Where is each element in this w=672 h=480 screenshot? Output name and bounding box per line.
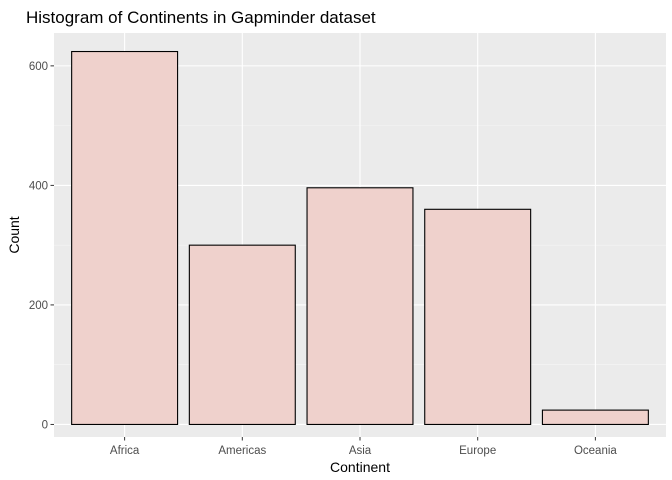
bars (71, 50, 649, 425)
y-tick-label: 400 (29, 180, 48, 192)
bar-americas (188, 244, 296, 425)
x-axis-title: Continent (330, 459, 390, 475)
y-tick-label: 600 (29, 61, 48, 73)
y-axis: 0 200 400 600 (29, 61, 54, 431)
x-tick-label: Oceania (574, 445, 617, 457)
y-axis-title: Count (6, 216, 22, 253)
bar-africa (71, 50, 179, 425)
chart-title: Histogram of Continents in Gapminder dat… (26, 8, 376, 27)
x-tick-label: Europe (459, 445, 496, 457)
y-tick-label: 0 (42, 419, 48, 431)
x-tick-label: Americas (218, 445, 266, 457)
y-tick-label: 200 (29, 300, 48, 312)
bar-asia (306, 187, 414, 425)
bar-oceania (541, 409, 649, 425)
bar-europe (424, 208, 532, 425)
x-tick-label: Asia (349, 445, 372, 457)
x-tick-label: Africa (110, 445, 140, 457)
x-axis: Africa Americas Asia Europe Oceania (110, 437, 617, 457)
